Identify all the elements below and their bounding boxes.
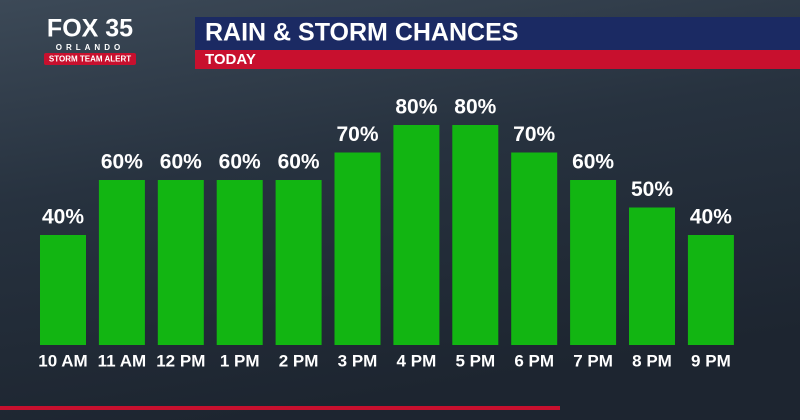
bar xyxy=(629,207,675,345)
value-label: 60% xyxy=(101,151,143,174)
value-label: 40% xyxy=(42,206,84,229)
logo-tag: STORM TEAM ALERT xyxy=(49,55,131,64)
bar xyxy=(570,180,617,345)
bottom-stripe xyxy=(0,406,560,410)
x-tick-label: 3 PM xyxy=(338,351,378,370)
bar xyxy=(275,180,322,345)
x-tick-label: 4 PM xyxy=(397,351,437,370)
chart-subtitle: TODAY xyxy=(205,51,256,68)
x-tick-label: 11 AM xyxy=(98,351,147,370)
bar xyxy=(334,152,381,345)
bar xyxy=(687,235,734,345)
value-label: 60% xyxy=(160,151,202,174)
value-label: 60% xyxy=(219,151,261,174)
x-tick-label: 7 PM xyxy=(573,351,613,370)
value-label: 60% xyxy=(278,151,320,174)
logo-tag-bg xyxy=(44,53,136,65)
bar xyxy=(98,180,145,345)
bar xyxy=(452,125,499,345)
value-label: 70% xyxy=(336,123,378,146)
logo-station: FOX 35 xyxy=(47,15,133,43)
title-bar xyxy=(195,17,800,50)
logo: FOX 35 ORLANDO STORM TEAM ALERT xyxy=(44,15,136,65)
value-label: 60% xyxy=(572,151,614,174)
x-tick-label: 6 PM xyxy=(514,351,554,370)
bar xyxy=(157,180,204,345)
bar xyxy=(393,125,440,345)
chart-title: RAIN & STORM CHANCES xyxy=(205,19,518,47)
value-label: 80% xyxy=(395,96,437,119)
bar xyxy=(511,152,558,345)
logo-city: ORLANDO xyxy=(56,43,124,52)
value-label: 70% xyxy=(513,123,555,146)
x-tick-label: 12 PM xyxy=(156,351,205,370)
value-label: 40% xyxy=(690,206,732,229)
x-tick-label: 2 PM xyxy=(279,351,319,370)
x-tick-label: 1 PM xyxy=(220,351,260,370)
x-tick-label: 8 PM xyxy=(632,351,672,370)
bar xyxy=(40,235,86,345)
subtitle-bar xyxy=(195,50,800,69)
x-tick-label: 10 AM xyxy=(38,351,87,370)
value-label: 50% xyxy=(631,178,673,201)
x-tick-label: 5 PM xyxy=(455,351,495,370)
value-label: 80% xyxy=(454,96,496,119)
bar xyxy=(216,180,263,345)
x-tick-label: 9 PM xyxy=(691,351,731,370)
